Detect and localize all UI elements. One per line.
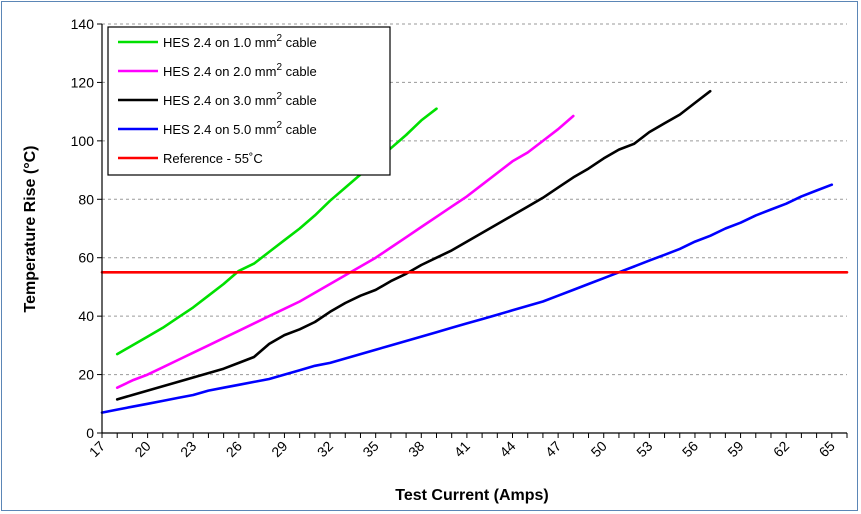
y-tick-label: 40	[78, 308, 94, 324]
x-tick-label: 62	[770, 438, 792, 460]
series-line-4	[100, 183, 834, 414]
data-series	[100, 89, 849, 414]
axes	[97, 23, 848, 438]
legend-label-2: HES 2.4 on 2.0 mm2 cable	[163, 62, 317, 79]
x-tick-label: 41	[451, 438, 473, 460]
x-tick-label: 65	[816, 438, 838, 460]
y-tick-label: 140	[71, 16, 95, 32]
legend: HES 2.4 on 1.0 mm2 cable HES 2.4 on 2.0 m…	[107, 26, 391, 176]
x-tick-label: 35	[359, 438, 381, 460]
legend-label-5: Reference - 55˚C	[163, 151, 263, 166]
x-tick-label: 26	[223, 438, 245, 460]
legend-label-3: HES 2.4 on 3.0 mm2 cable	[163, 91, 317, 108]
y-tick-label: 20	[78, 367, 94, 383]
y-axis-title: Temperature Rise (°C)	[22, 145, 39, 312]
y-tick-label: 0	[86, 425, 94, 441]
x-tick-label: 29	[268, 438, 290, 460]
gridlines	[102, 23, 847, 376]
x-axis-tick-labels: 17 20 23 26 29 32 35 38 41 44 47 50 53 56 59 62 65	[86, 438, 838, 460]
y-tick-label: 60	[78, 250, 94, 266]
x-tick-label: 20	[131, 438, 153, 460]
x-tick-label: 32	[314, 438, 336, 460]
x-tick-label: 47	[542, 438, 564, 460]
series-line-2	[115, 114, 575, 390]
y-tick-label: 80	[78, 191, 94, 207]
x-tick-label: 44	[496, 438, 518, 460]
x-tick-label: 50	[588, 438, 610, 460]
series-line-3	[115, 89, 712, 401]
y-tick-label: 120	[71, 74, 95, 90]
legend-label-1: HES 2.4 on 1.0 mm2 cable	[163, 33, 317, 50]
x-axis-title: Test Current (Amps)	[395, 487, 549, 504]
x-tick-label: 23	[177, 438, 199, 460]
x-tick-label: 59	[724, 438, 746, 460]
x-tick-label: 17	[86, 438, 108, 460]
x-tick-label: 38	[405, 438, 427, 460]
y-tick-label: 100	[71, 133, 95, 149]
y-axis-tick-labels: 0 20 40 60 80 100 120 140	[71, 16, 95, 441]
legend-label-4: HES 2.4 on 5.0 mm2 cable	[163, 120, 317, 137]
x-tick-label: 56	[679, 438, 701, 460]
x-tick-label: 53	[633, 438, 655, 460]
